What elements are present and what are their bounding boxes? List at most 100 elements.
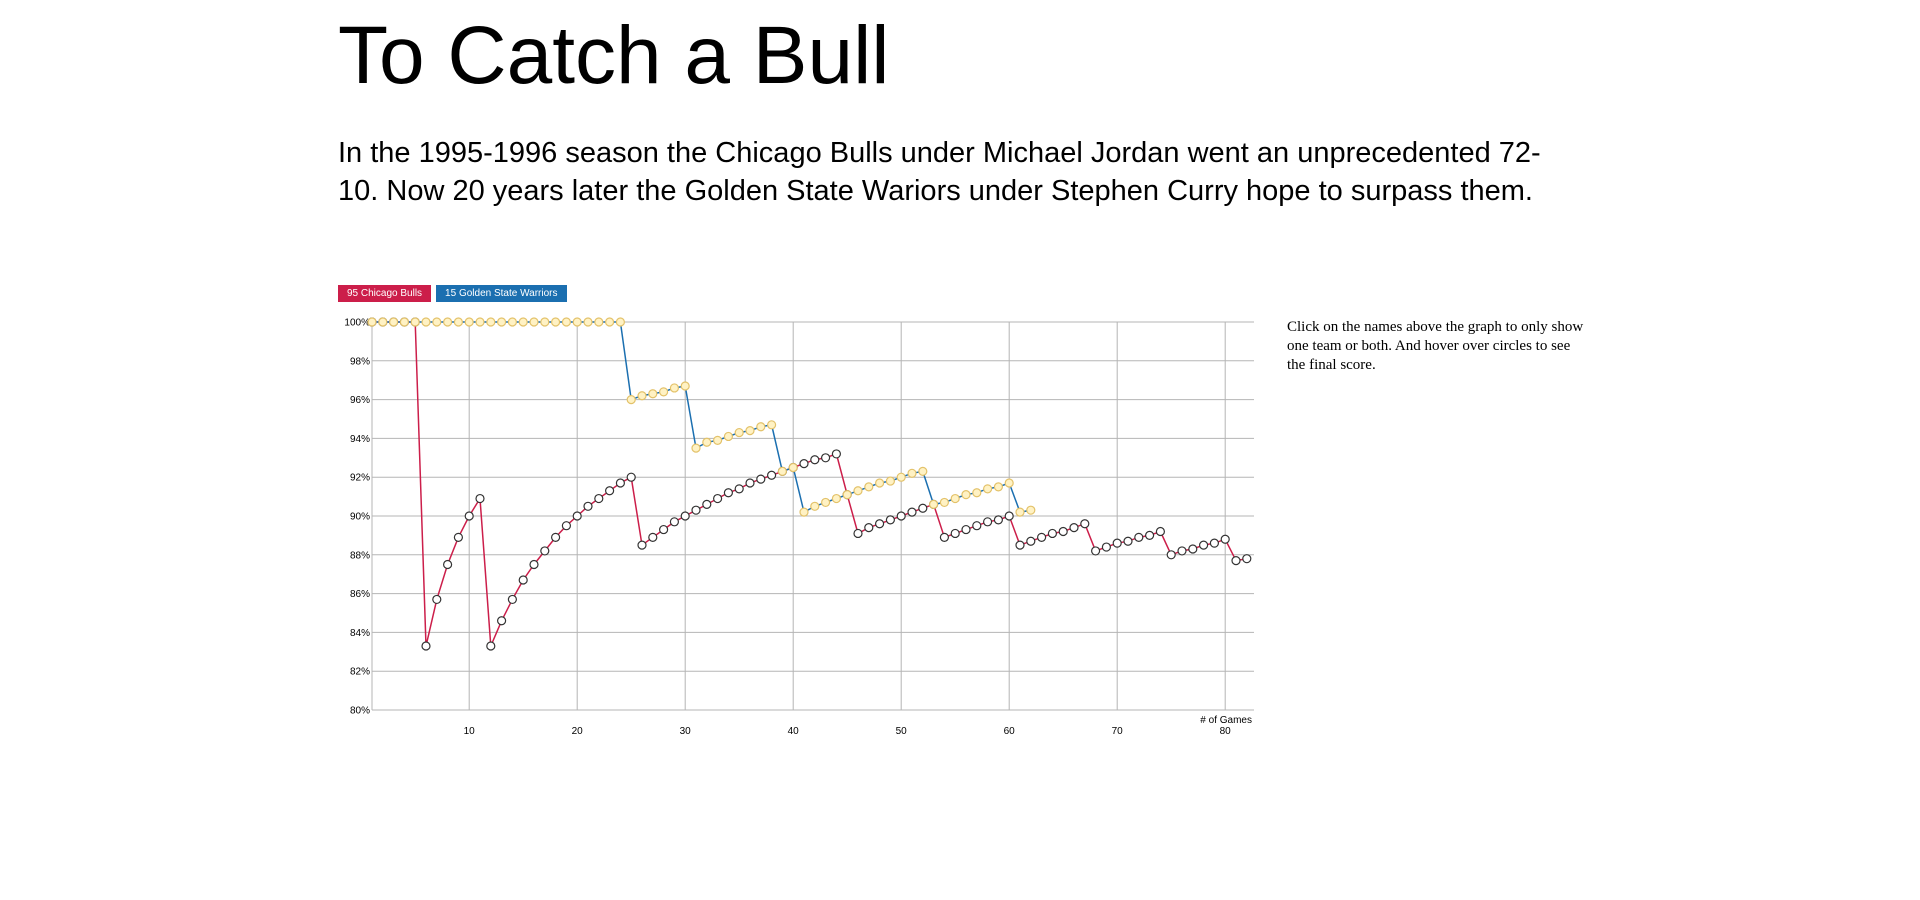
bulls-game-point[interactable]: 88.3% (1188, 544, 1198, 554)
bulls-game-point[interactable]: 89% (1144, 530, 1155, 540)
bulls-toggle-button[interactable]: 95 Chicago Bulls (338, 285, 432, 302)
bulls-game-point[interactable]: 88.5% (1015, 540, 1025, 550)
warriors-game-point[interactable]: 92.2% (907, 468, 917, 478)
warriors-game-point[interactable]: 93.9% (713, 435, 723, 445)
warriors-game-point[interactable]: 90.9% (831, 493, 841, 504)
warriors-game-point[interactable]: 100% (594, 317, 604, 327)
bulls-game-point[interactable]: 90% (1004, 511, 1014, 521)
warriors-game-point[interactable]: 93.5% (691, 443, 701, 453)
bulls-game-point[interactable]: 92.7% (799, 459, 809, 469)
bulls-game-point[interactable]: 88.9% (939, 532, 950, 542)
bulls-game-point[interactable]: 85.7% (507, 594, 517, 605)
bulls-game-point[interactable]: 87.5% (529, 559, 539, 570)
bulls-game-point[interactable]: 89.6% (874, 519, 885, 529)
warriors-game-point[interactable]: 100% (442, 317, 453, 327)
bulls-game-point[interactable]: 89.3% (961, 524, 971, 535)
warriors-game-point[interactable]: 100% (410, 317, 420, 327)
bulls-game-point[interactable]: 88.5% (1198, 540, 1209, 550)
warriors-game-point[interactable]: 96% (626, 394, 636, 405)
warriors-game-point[interactable]: 100% (421, 317, 431, 327)
bulls-game-point[interactable]: 87.5% (442, 559, 453, 570)
bulls-game-point[interactable]: 88.9% (648, 532, 658, 542)
warriors-game-point[interactable]: 91.1% (961, 490, 971, 500)
bulls-game-point[interactable]: 89.4% (1069, 523, 1079, 533)
bulls-game-point[interactable]: 89.2% (1155, 526, 1166, 537)
warriors-game-point[interactable]: 91.4% (982, 484, 993, 494)
bulls-game-point[interactable]: 89.6% (1080, 519, 1090, 529)
warriors-game-point[interactable]: 94.4% (745, 426, 755, 436)
warriors-game-point[interactable]: 94.7% (767, 420, 777, 430)
warriors-game-point[interactable]: 96.7% (680, 381, 690, 391)
warriors-game-point[interactable]: 100% (388, 317, 399, 327)
warriors-game-point[interactable]: 100% (497, 317, 507, 327)
bulls-game-point[interactable]: 91.7% (615, 478, 625, 488)
bulls-game-point[interactable]: 84.6% (497, 616, 507, 626)
warriors-game-point[interactable]: 90.7% (939, 497, 950, 508)
warriors-game-point[interactable]: 91.7% (1004, 478, 1014, 488)
bulls-game-point[interactable]: 88.2% (1090, 546, 1101, 556)
warriors-game-point[interactable]: 100% (551, 317, 561, 327)
warriors-game-point[interactable]: 92.5% (788, 462, 798, 473)
bulls-game-point[interactable]: 89.1% (853, 528, 863, 539)
warriors-game-point[interactable]: 91.8% (885, 476, 896, 486)
warriors-game-point[interactable]: 96.6% (669, 383, 679, 393)
warriors-game-point[interactable]: 100% (572, 317, 582, 327)
warriors-game-point[interactable]: 90.2% (1015, 507, 1025, 517)
bulls-game-point[interactable]: 91.3% (605, 486, 615, 496)
warriors-game-point[interactable]: 96.3% (648, 389, 658, 399)
bulls-game-point[interactable]: 89.1% (1047, 528, 1058, 539)
bulls-game-point[interactable]: 86.7% (518, 575, 528, 585)
bulls-game-point[interactable]: 90.9% (713, 493, 723, 504)
bulls-game-point[interactable]: 88.9% (551, 532, 561, 542)
warriors-game-point[interactable]: 100% (475, 317, 485, 327)
bulls-game-point[interactable]: 92% (626, 472, 636, 482)
bulls-game-point[interactable]: 89.5% (561, 521, 571, 531)
warriors-game-point[interactable]: 91.3% (853, 486, 863, 496)
bulls-game-point[interactable]: 90.5% (583, 501, 593, 511)
warriors-game-point[interactable]: 96.2% (637, 391, 647, 401)
warriors-game-point[interactable]: 100% (583, 317, 593, 327)
warriors-game-point[interactable]: 100% (367, 317, 377, 327)
warriors-game-point[interactable]: 91.5% (993, 482, 1004, 492)
bulls-game-point[interactable]: 89.7% (982, 517, 993, 527)
bulls-game-point[interactable]: 88.7% (1026, 536, 1036, 546)
bulls-game-point[interactable]: 89.4% (864, 523, 874, 533)
bulls-game-point[interactable]: 93.2% (831, 449, 841, 459)
warriors-game-point[interactable]: 91.1% (842, 490, 852, 500)
bulls-game-point[interactable]: 88.9% (453, 532, 463, 542)
bulls-game-point[interactable]: 89.1% (950, 528, 960, 539)
bulls-game-point[interactable]: 90% (680, 511, 690, 521)
bulls-game-point[interactable]: 89.5% (972, 521, 982, 531)
warriors-game-point[interactable]: 94.6% (756, 422, 766, 432)
bulls-game-point[interactable]: 83.3% (486, 641, 496, 651)
bulls-game-point[interactable]: 91.2% (723, 488, 733, 498)
bulls-game-point[interactable]: 91.7% (745, 478, 755, 488)
bulls-game-point[interactable]: 87.8% (1242, 554, 1252, 564)
warriors-game-point[interactable]: 100% (561, 317, 571, 327)
warriors-game-point[interactable]: 100% (432, 317, 442, 327)
warriors-game-point[interactable]: 91.5% (864, 482, 874, 492)
bulls-game-point[interactable]: 90% (464, 511, 474, 521)
bulls-game-point[interactable]: 90.4% (918, 503, 928, 513)
bulls-game-point[interactable]: 88.8% (1220, 534, 1230, 544)
warriors-game-point[interactable]: 91.7% (874, 478, 885, 488)
warriors-game-point[interactable]: 90.5% (810, 501, 820, 511)
warriors-game-point[interactable]: 100% (486, 317, 496, 327)
bulls-game-point[interactable]: 83.3% (421, 641, 431, 651)
bulls-game-point[interactable]: 91.9% (756, 474, 766, 484)
bulls-game-point[interactable]: 88.9% (1134, 532, 1144, 542)
bulls-game-point[interactable]: 89.7% (669, 517, 679, 527)
warriors-game-point[interactable]: 90.2% (799, 507, 809, 517)
warriors-game-point[interactable]: 92.3% (777, 466, 787, 476)
warriors-game-point[interactable]: 100% (615, 317, 625, 327)
warriors-game-point[interactable]: 100% (453, 317, 463, 327)
bulls-game-point[interactable]: 90.2% (907, 507, 917, 517)
bulls-game-point[interactable]: 89.8% (885, 515, 896, 525)
bulls-game-point[interactable]: 92.1% (767, 470, 777, 480)
warriors-game-point[interactable]: 94.1% (723, 431, 733, 442)
bulls-game-point[interactable]: 91.4% (734, 484, 744, 494)
bulls-game-point[interactable]: 90.3% (691, 505, 701, 515)
warriors-game-point[interactable]: 92% (896, 472, 906, 482)
warriors-game-point[interactable]: 100% (605, 317, 615, 327)
bulls-game-point[interactable]: 89.8% (993, 515, 1004, 525)
